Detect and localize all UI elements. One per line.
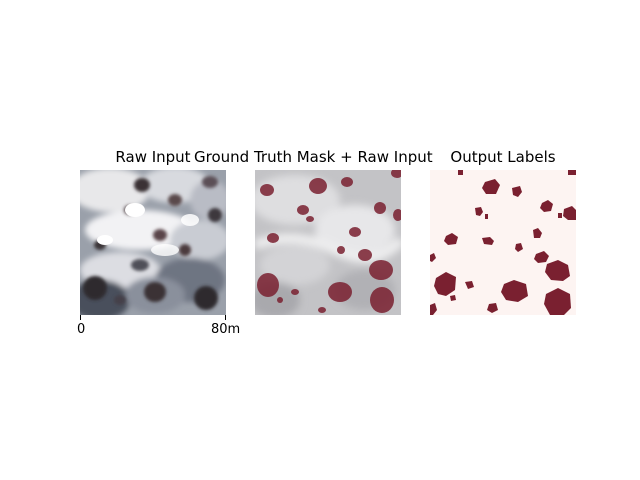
raw-input-graphic <box>80 170 226 315</box>
panel-title-ground-truth: Ground Truth Mask + Raw Input <box>194 148 433 166</box>
scale-tick-end <box>225 315 226 320</box>
output-labels-image <box>430 170 576 315</box>
panel-title-output-labels: Output Labels <box>450 148 556 166</box>
raw-input-image <box>80 170 226 315</box>
scale-start-label: 0 <box>77 322 86 337</box>
ground-truth-overlay-image <box>255 170 401 315</box>
ground-truth-graphic <box>255 170 401 315</box>
scale-tick-start <box>80 315 81 320</box>
scale-end-label: 80m <box>211 322 241 337</box>
panel-title-raw-input: Raw Input <box>115 148 191 166</box>
output-labels-graphic <box>430 170 576 315</box>
